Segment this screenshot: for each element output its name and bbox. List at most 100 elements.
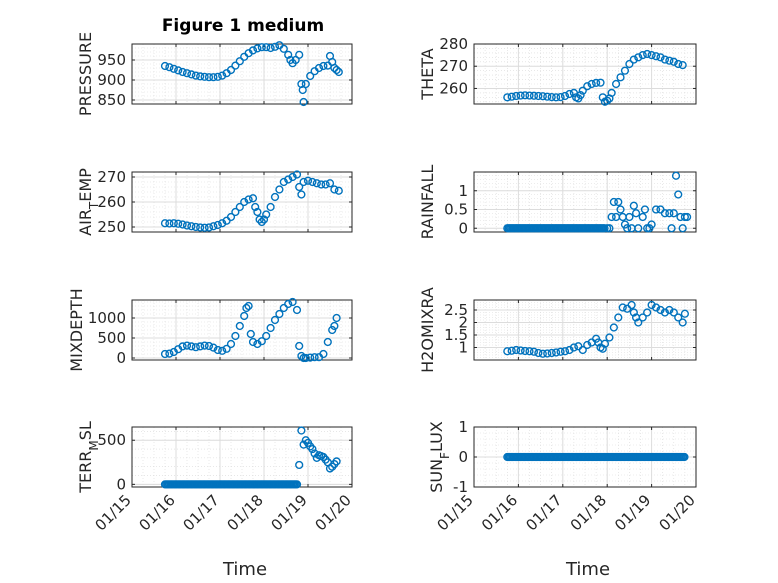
h2omixra-point [627,300,636,310]
mixdepth-point [231,331,240,341]
rainfall-point [634,224,643,233]
air_temp-markers [160,170,343,232]
air_temp-point [279,177,288,187]
terr_msl-xtick-label: 01/17 [180,491,223,534]
mixdepth-point [262,331,271,341]
pressure-point [196,72,205,81]
mixdepth-point [165,349,174,358]
air_temp-point [270,192,280,202]
theta-point [616,73,625,82]
h2omixra-point [678,318,687,327]
rainfall-point [678,224,687,233]
h2omixra-point [507,346,516,355]
mixdepth-point [292,305,302,315]
h2omixra-point [669,308,678,317]
terr_msl-point [310,449,319,458]
pressure-point [319,61,328,71]
theta-point [543,92,552,101]
h2omixra-point [614,313,623,322]
mixdepth-ylabel: MIXDEPTH [67,288,86,371]
mixdepth-point [270,315,280,325]
mixdepth-point [275,309,284,319]
pressure-point [295,50,304,59]
h2omixra-point [503,347,512,356]
theta-point [552,93,561,102]
rainfall-point [638,212,647,222]
air_temp-point [169,219,178,228]
pressure-point [301,79,310,89]
mixdepth-point [306,353,315,362]
air_temp-point [235,202,244,212]
h2omixra-point [520,346,530,356]
terr_msl-point [308,444,317,454]
terr_msl-point [295,460,304,470]
theta-point [507,92,516,101]
theta-point [512,91,521,101]
air_temp-point [240,197,249,207]
h2omixra-point [569,343,579,352]
rainfall-point [631,209,641,218]
pressure-point [253,44,262,53]
pressure-point [266,43,275,53]
air_temp-point [226,212,236,222]
h2omixra-point [680,309,690,318]
air_temp-point [248,194,258,203]
air_temp-point [209,222,218,231]
mixdepth-point [178,342,187,351]
h2omixra-ytick-label: 1.5 [444,326,468,344]
mixdepth-point [328,325,337,335]
theta-point [538,92,547,101]
mixdepth-point [191,343,200,352]
pressure-point [209,73,218,82]
sun_flux-xtick-label: 01/18 [567,491,610,534]
h2omixra-point [674,313,683,322]
h2omixra-point [665,305,674,315]
air_temp-point [321,180,330,189]
terr_msl-xtick-label: 01/16 [136,491,179,534]
pressure-point [235,57,244,66]
h2omixra-point [534,348,543,358]
air_temp-point [218,219,227,228]
sun_flux-xtick-label: 01/15 [434,491,477,534]
theta-point [665,56,674,65]
theta-axes-box [473,43,697,105]
h2omixra-point [638,313,647,322]
h2omixra-point [629,308,638,317]
air_temp-point [251,202,260,212]
pressure-point [218,71,227,80]
h2omixra-markers [503,300,690,358]
pressure-minor-grid [132,43,352,105]
sun_flux-ytick-label: -1 [453,478,468,496]
terr_msl-ytick-label: 500 [97,431,126,449]
mixdepth-point [204,341,214,351]
theta-point [591,78,601,87]
air_temp-point [257,217,266,227]
pressure-point [174,66,183,75]
theta-point [607,88,616,97]
air_temp-ytick-label: 270 [97,168,126,186]
h2omixra-ytick-label: 1 [458,339,468,357]
terr_msl-point [332,457,341,466]
air_temp-point [288,172,297,182]
terr_msl-ylabel: TERRMSL [76,421,101,494]
mixdepth-point [196,342,205,351]
rainfall-point [671,171,681,180]
h2omixra-point [609,323,618,332]
rainfall-point [623,224,632,233]
sun_flux-point [680,452,689,462]
mixdepth-point [323,337,332,347]
theta-ytick-label: 280 [439,35,468,53]
mixdepth-point [266,323,275,333]
h2omixra-ylabel: H2OMIXRA [418,287,437,373]
pressure-axes-box [131,43,353,105]
h2omixra-point [600,339,610,348]
mixdepth-point [295,341,304,351]
terr_msl-ytick-label: 0 [116,475,126,493]
rainfall-markers [503,171,692,233]
air_temp-point [334,186,343,195]
sun_flux-markers [503,452,689,462]
h2omixra-point [634,318,643,327]
theta-point [556,93,565,102]
h2omixra-point [565,345,574,355]
